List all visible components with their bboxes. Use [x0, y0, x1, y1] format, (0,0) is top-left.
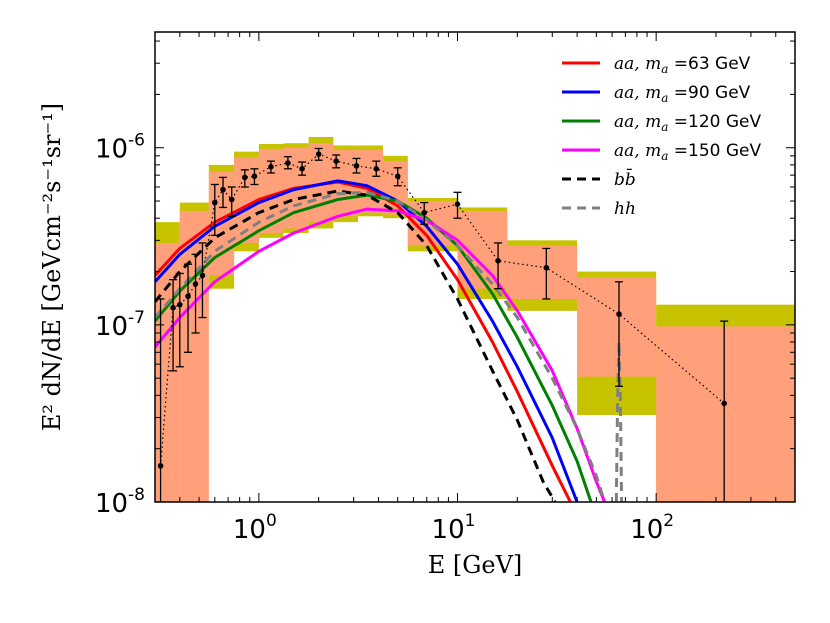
- band-inner-13: [577, 277, 657, 377]
- series-line-4: [155, 189, 557, 502]
- data-point-11: [268, 164, 274, 170]
- plot-frame: [154, 31, 796, 503]
- series-line-5: [155, 190, 607, 502]
- data-point-19: [421, 209, 428, 216]
- data-points: [156, 147, 729, 502]
- data-point-14: [315, 151, 322, 157]
- confidence-bands: [155, 136, 795, 502]
- x-tick-label-1: 101: [432, 511, 476, 545]
- legend-label-0: aa, ma =63 GeV: [614, 54, 751, 76]
- band-inner-12: [507, 245, 578, 299]
- legend-label-1: aa, ma =90 GeV: [614, 83, 751, 105]
- data-point-2: [177, 301, 183, 308]
- x-tick-label-2: 102: [630, 511, 674, 545]
- data-point-15: [333, 158, 339, 164]
- data-point-7: [220, 186, 226, 193]
- data-point-10: [251, 173, 258, 180]
- band-inner-1: [179, 210, 209, 502]
- data-point-5: [199, 272, 206, 279]
- data-point-20: [454, 201, 461, 207]
- legend: aa, ma =63 GeV aa, ma =90 GeV aa, ma =120 …: [562, 54, 761, 219]
- x-axis-label: E [GeV]: [428, 551, 523, 579]
- series-line-1: [155, 179, 579, 502]
- y-tick-label-1: 10-7: [95, 308, 145, 342]
- data-point-9: [242, 174, 248, 181]
- data-point-1: [170, 304, 176, 311]
- data-point-4: [192, 281, 199, 287]
- data-point-8: [228, 196, 235, 203]
- data-point-13: [299, 166, 305, 172]
- data-point-6: [211, 199, 218, 206]
- y-axis-label: E² dN/dE [GeVcm⁻²s⁻¹sr⁻¹]: [38, 103, 66, 431]
- data-point-12: [285, 160, 291, 166]
- y-tick-label-2: 10-6: [95, 131, 145, 165]
- series-line-5-peak: [614, 341, 624, 502]
- legend-label-5: hh: [614, 199, 636, 219]
- data-point-18: [394, 173, 401, 180]
- series-line-3: [155, 207, 606, 502]
- band-inner-8: [358, 150, 384, 213]
- data-point-17: [373, 166, 380, 172]
- axis-ticks: 100 101 102 10-8 10-7 10-6: [95, 32, 796, 545]
- data-point-23: [616, 311, 622, 317]
- band-inner-0: [155, 242, 180, 502]
- data-point-16: [353, 163, 360, 169]
- data-point-0: [157, 463, 164, 469]
- data-point-3: [185, 293, 191, 300]
- legend-label-3: aa, ma =150 GeV: [614, 141, 761, 163]
- band-inner-14: [656, 326, 795, 502]
- legend-label-4: bb̄: [614, 167, 636, 190]
- x-tick-label-0: 100: [233, 511, 277, 545]
- data-point-21: [495, 257, 501, 264]
- model-curves: [155, 179, 624, 502]
- legend-label-2: aa, ma =120 GeV: [614, 112, 761, 134]
- data-point-24: [721, 400, 727, 407]
- data-point-22: [543, 264, 550, 271]
- y-tick-label-0: 10-8: [95, 485, 145, 519]
